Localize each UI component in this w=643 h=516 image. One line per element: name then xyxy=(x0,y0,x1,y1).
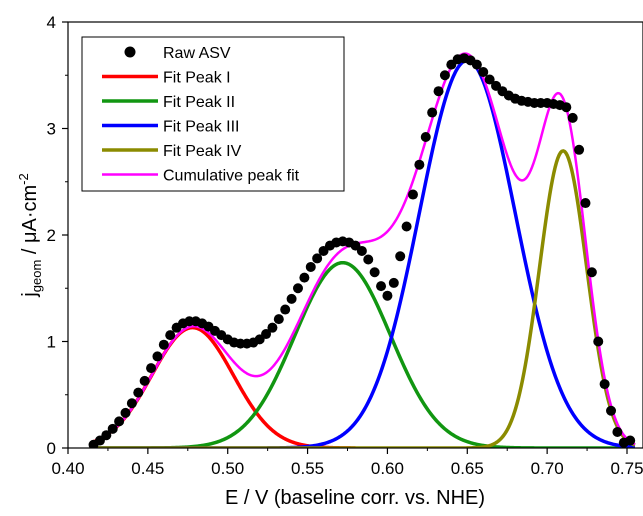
raw-asv-point xyxy=(126,398,137,409)
raw-asv-point xyxy=(312,253,323,264)
raw-asv-point xyxy=(574,144,585,155)
raw-asv-point xyxy=(427,107,438,118)
y-axis-title: jgeom / μA·cm-2 xyxy=(16,173,44,297)
legend-label-fit-peak-i: Fit Peak I xyxy=(163,70,231,87)
legend: Raw ASV Fit Peak I Fit Peak II Fit Peak III… xyxy=(81,36,345,192)
raw-asv-point xyxy=(561,102,572,113)
raw-asv-point xyxy=(593,336,604,347)
raw-asv-point xyxy=(139,375,150,386)
fit-peak-i-line xyxy=(92,325,357,448)
cumulative-peak-fit-line xyxy=(93,52,636,446)
raw-asv-point xyxy=(395,251,406,262)
raw-asv-point xyxy=(420,132,431,143)
raw-asv-point xyxy=(107,423,118,434)
raw-asv-point xyxy=(273,314,284,325)
x-tick-label: 0.55 xyxy=(291,459,324,478)
raw-asv-point xyxy=(267,322,278,333)
legend-label-fit-peak-ii: Fit Peak II xyxy=(163,94,235,111)
raw-asv-point xyxy=(299,272,310,283)
raw-asv-point xyxy=(471,59,482,70)
x-tick-label: 0.75 xyxy=(610,459,643,478)
raw-asv-point xyxy=(292,283,303,294)
raw-asv-point xyxy=(376,281,387,292)
raw-asv-point xyxy=(101,430,112,441)
legend-label-cumulative-peak-fit: Cumulative peak fit xyxy=(163,168,300,185)
fit-peak-ii-line xyxy=(93,260,636,448)
raw-asv-point xyxy=(433,86,444,97)
raw-asv-point xyxy=(625,435,636,446)
legend-label-raw-asv: Raw ASV xyxy=(163,45,231,62)
legend-label-fit-peak-iii: Fit Peak III xyxy=(163,119,239,136)
legend-label-fit-peak-iv: Fit Peak IV xyxy=(163,143,242,160)
raw-asv-point xyxy=(606,405,617,416)
raw-asv-point xyxy=(158,339,169,350)
y-tick-label: 2 xyxy=(47,226,56,245)
raw-asv-point xyxy=(165,330,176,341)
y-tick-label: 0 xyxy=(47,439,56,458)
fit-peak-iv-line xyxy=(93,149,636,448)
raw-asv-point xyxy=(586,267,597,278)
raw-asv-point xyxy=(567,112,578,123)
x-axis-title: E / V (baseline corr. vs. NHE) xyxy=(225,487,485,509)
raw-asv-point xyxy=(401,221,412,232)
raw-asv-point xyxy=(388,277,399,288)
x-tick-label: 0.70 xyxy=(531,459,564,478)
raw-asv-point xyxy=(599,379,610,390)
raw-asv-point xyxy=(120,407,131,418)
y-tick-label: 1 xyxy=(47,333,56,352)
raw-asv-point xyxy=(478,67,489,78)
raw-asv-point xyxy=(146,363,157,374)
x-tick-label: 0.65 xyxy=(451,459,484,478)
x-tick-label: 0.45 xyxy=(131,459,164,478)
raw-asv-point xyxy=(286,293,297,304)
legend-box xyxy=(81,36,345,192)
raw-asv-point xyxy=(439,70,450,81)
raw-asv-point xyxy=(261,329,272,340)
y-tick-label: 4 xyxy=(47,13,56,32)
raw-asv-point xyxy=(612,427,623,438)
raw-asv-point xyxy=(363,254,374,265)
y-tick-label: 3 xyxy=(47,120,56,139)
raw-asv-point xyxy=(133,387,144,398)
raw-asv-point xyxy=(305,261,316,272)
raw-asv-point xyxy=(356,245,367,256)
raw-asv-point xyxy=(280,304,291,315)
raw-asv-point xyxy=(414,159,425,170)
x-tick-label: 0.40 xyxy=(51,459,84,478)
raw-asv-point xyxy=(407,189,418,200)
raw-asv-point xyxy=(382,290,393,301)
raw-asv-point xyxy=(114,416,125,427)
raw-asv-point xyxy=(369,267,380,278)
raw-asv-point xyxy=(580,198,591,209)
legend-marker-raw-asv xyxy=(124,46,136,58)
x-tick-label: 0.60 xyxy=(371,459,404,478)
raw-asv-point xyxy=(484,74,495,85)
fit-peak-iii-line xyxy=(93,58,636,448)
x-tick-label: 0.50 xyxy=(211,459,244,478)
raw-asv-point xyxy=(152,351,163,362)
